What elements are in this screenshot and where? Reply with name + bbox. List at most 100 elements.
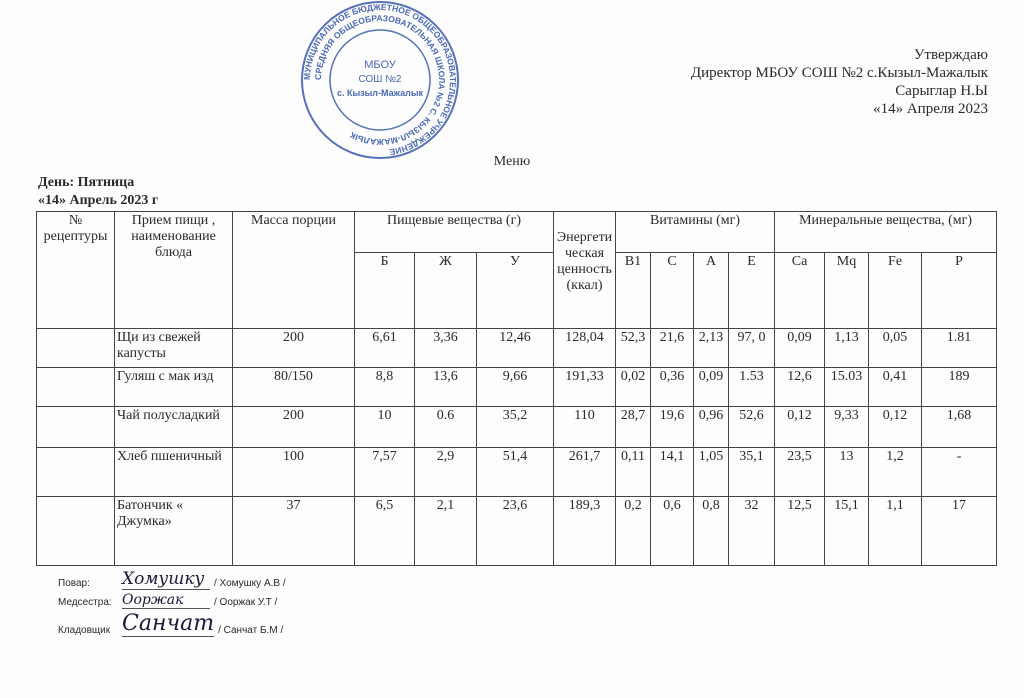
cell-e: 52,6 (728, 406, 776, 448)
cell-p: 17 (921, 496, 998, 566)
signature-name-cook: / Хомушку А.В / (214, 577, 286, 589)
cell-zh: 3,36 (414, 328, 477, 368)
table-row: Щи из свежей капусты 200 6,61 3,36 12,46 128,… (36, 328, 998, 368)
table-row: Батончик « Джумка» 37 6,5 2,1 23,6 189,3 0,2 0,… (36, 496, 998, 566)
menu-day: День: Пятница (38, 175, 135, 190)
cell-c: 19,6 (650, 406, 695, 448)
cell-mq: 15.03 (824, 367, 870, 407)
cell-b1: 0,11 (615, 447, 652, 497)
cell-energy: 191,33 (553, 367, 617, 407)
signature-name-storekeeper: / Санчат Б.М / (218, 625, 284, 637)
cell-zh: 2,1 (414, 496, 477, 566)
signature-name-nurse: / Ооржак У.Т / (214, 597, 278, 609)
cell-name: Чай полусладкий (114, 406, 233, 448)
header-nutrients: Пищевые вещества (г) (353, 211, 555, 253)
header-recipe: № рецептуры (36, 211, 115, 329)
subheader-c: C (650, 252, 695, 329)
table-row: Чай полусладкий 200 10 0.6 35,2 110 28,7 19,6 0,… (36, 406, 998, 448)
cell-zh: 2,9 (414, 447, 477, 497)
cell-zh: 13,6 (414, 367, 477, 407)
header-vitamins: Витамины (мг) (615, 211, 776, 253)
cell-e: 1.53 (728, 367, 776, 407)
signature-nurse: Ооржак (122, 592, 210, 610)
cell-e: 35,1 (728, 447, 776, 497)
cell-b: 10 (354, 406, 415, 448)
cell-b1: 0,2 (615, 496, 652, 566)
menu-date: «14» Апрель 2023 г (38, 193, 159, 208)
cell-ca: 0,09 (774, 328, 826, 368)
svg-text:МБОУ: МБОУ (364, 59, 397, 71)
cell-b: 7,57 (354, 447, 415, 497)
cell-fe: 0,05 (868, 328, 923, 368)
subheader-ca: Ca (774, 252, 826, 329)
cell-c: 0,36 (650, 367, 695, 407)
cell-p: 189 (921, 367, 998, 407)
cell-mass: 200 (232, 406, 355, 448)
approval-name: Сарыглар Н.Ы (895, 83, 988, 99)
signature-cook: Хомушку (122, 570, 210, 590)
signatures-block: Повар: Хомушку / Хомушку А.В / Медсестра… (58, 570, 286, 640)
cell-mass: 200 (232, 328, 355, 368)
cell-energy: 110 (553, 406, 617, 448)
cell-e: 97, 0 (728, 328, 776, 368)
cell-recipe (36, 496, 115, 566)
approval-date: «14» Апреля 2023 (873, 101, 988, 117)
cell-c: 21,6 (650, 328, 695, 368)
cell-u: 12,46 (475, 328, 555, 368)
cell-mq: 1,13 (824, 328, 870, 368)
cell-u: 51,4 (475, 447, 555, 497)
cell-a: 0,8 (693, 496, 730, 566)
cell-p: 1,68 (921, 406, 998, 448)
signature-row-nurse: Медсестра: Ооржак / Ооржак У.Т / (58, 592, 286, 610)
cell-b: 6,61 (354, 328, 415, 368)
subheader-у: У (475, 252, 555, 329)
cell-b1: 52,3 (615, 328, 652, 368)
cell-fe: 1,2 (868, 447, 923, 497)
approval-block: Утверждаю Директор МБОУ СОШ №2 с.Кызыл-М… (691, 46, 988, 118)
cell-c: 14,1 (650, 447, 695, 497)
subheader-a: A (693, 252, 730, 329)
subheader-б: Б (354, 252, 415, 329)
cell-ca: 12,5 (774, 496, 826, 566)
cell-b: 8,8 (354, 367, 415, 407)
cell-mass: 80/150 (232, 367, 355, 407)
signature-row-storekeeper: Кладовщик Санчат / Санчат Б.М / (58, 611, 286, 638)
signature-storekeeper: Санчат (122, 611, 215, 638)
cell-name: Батончик « Джумка» (114, 496, 233, 566)
cell-e: 32 (728, 496, 776, 566)
cell-b: 6,5 (354, 496, 415, 566)
subheader-b1: B1 (615, 252, 652, 329)
cell-mass: 100 (232, 447, 355, 497)
table-row: Гуляш с мак изд 80/150 8,8 13,6 9,66 191,33 0,… (36, 367, 998, 407)
cell-name: Гуляш с мак изд (114, 367, 233, 407)
cell-recipe (36, 406, 115, 448)
cell-p: - (921, 447, 998, 497)
cell-fe: 0,12 (868, 406, 923, 448)
cell-a: 2,13 (693, 328, 730, 368)
cell-ca: 12,6 (774, 367, 826, 407)
cell-recipe (36, 447, 115, 497)
cell-name: Щи из свежей капусты (114, 328, 233, 368)
menu-table: № рецептуры Прием пищи , наименование бл… (36, 211, 998, 566)
cell-recipe (36, 328, 115, 368)
cell-zh: 0.6 (414, 406, 477, 448)
subheader-ж: Ж (414, 252, 477, 329)
school-stamp: МУНИЦИПАЛЬНОЕ БЮДЖЕТНОЕ ОБЩЕОБРАЗОВАТЕЛЬ… (301, 1, 459, 159)
cell-b1: 0,02 (615, 367, 652, 407)
cell-mass: 37 (232, 496, 355, 566)
svg-text:с. Кызыл-Мажалык: с. Кызыл-Мажалык (337, 88, 424, 98)
approval-heading: Утверждаю (913, 47, 988, 63)
signature-row-cook: Повар: Хомушку / Хомушку А.В / (58, 570, 286, 590)
document-title: Меню (493, 154, 531, 169)
subheader-p: P (921, 252, 998, 329)
cell-mq: 13 (824, 447, 870, 497)
cell-a: 0,96 (693, 406, 730, 448)
signature-role-nurse: Медсестра: (58, 597, 112, 609)
cell-p: 1.81 (921, 328, 998, 368)
cell-energy: 261,7 (553, 447, 617, 497)
cell-mq: 15,1 (824, 496, 870, 566)
header-meal: Прием пищи , наименование блюда (114, 211, 233, 329)
table-row: Хлеб пшеничный 100 7,57 2,9 51,4 261,7 0,11 14,… (36, 447, 998, 497)
cell-u: 9,66 (475, 367, 555, 407)
subheader-fe: Fe (868, 252, 923, 329)
